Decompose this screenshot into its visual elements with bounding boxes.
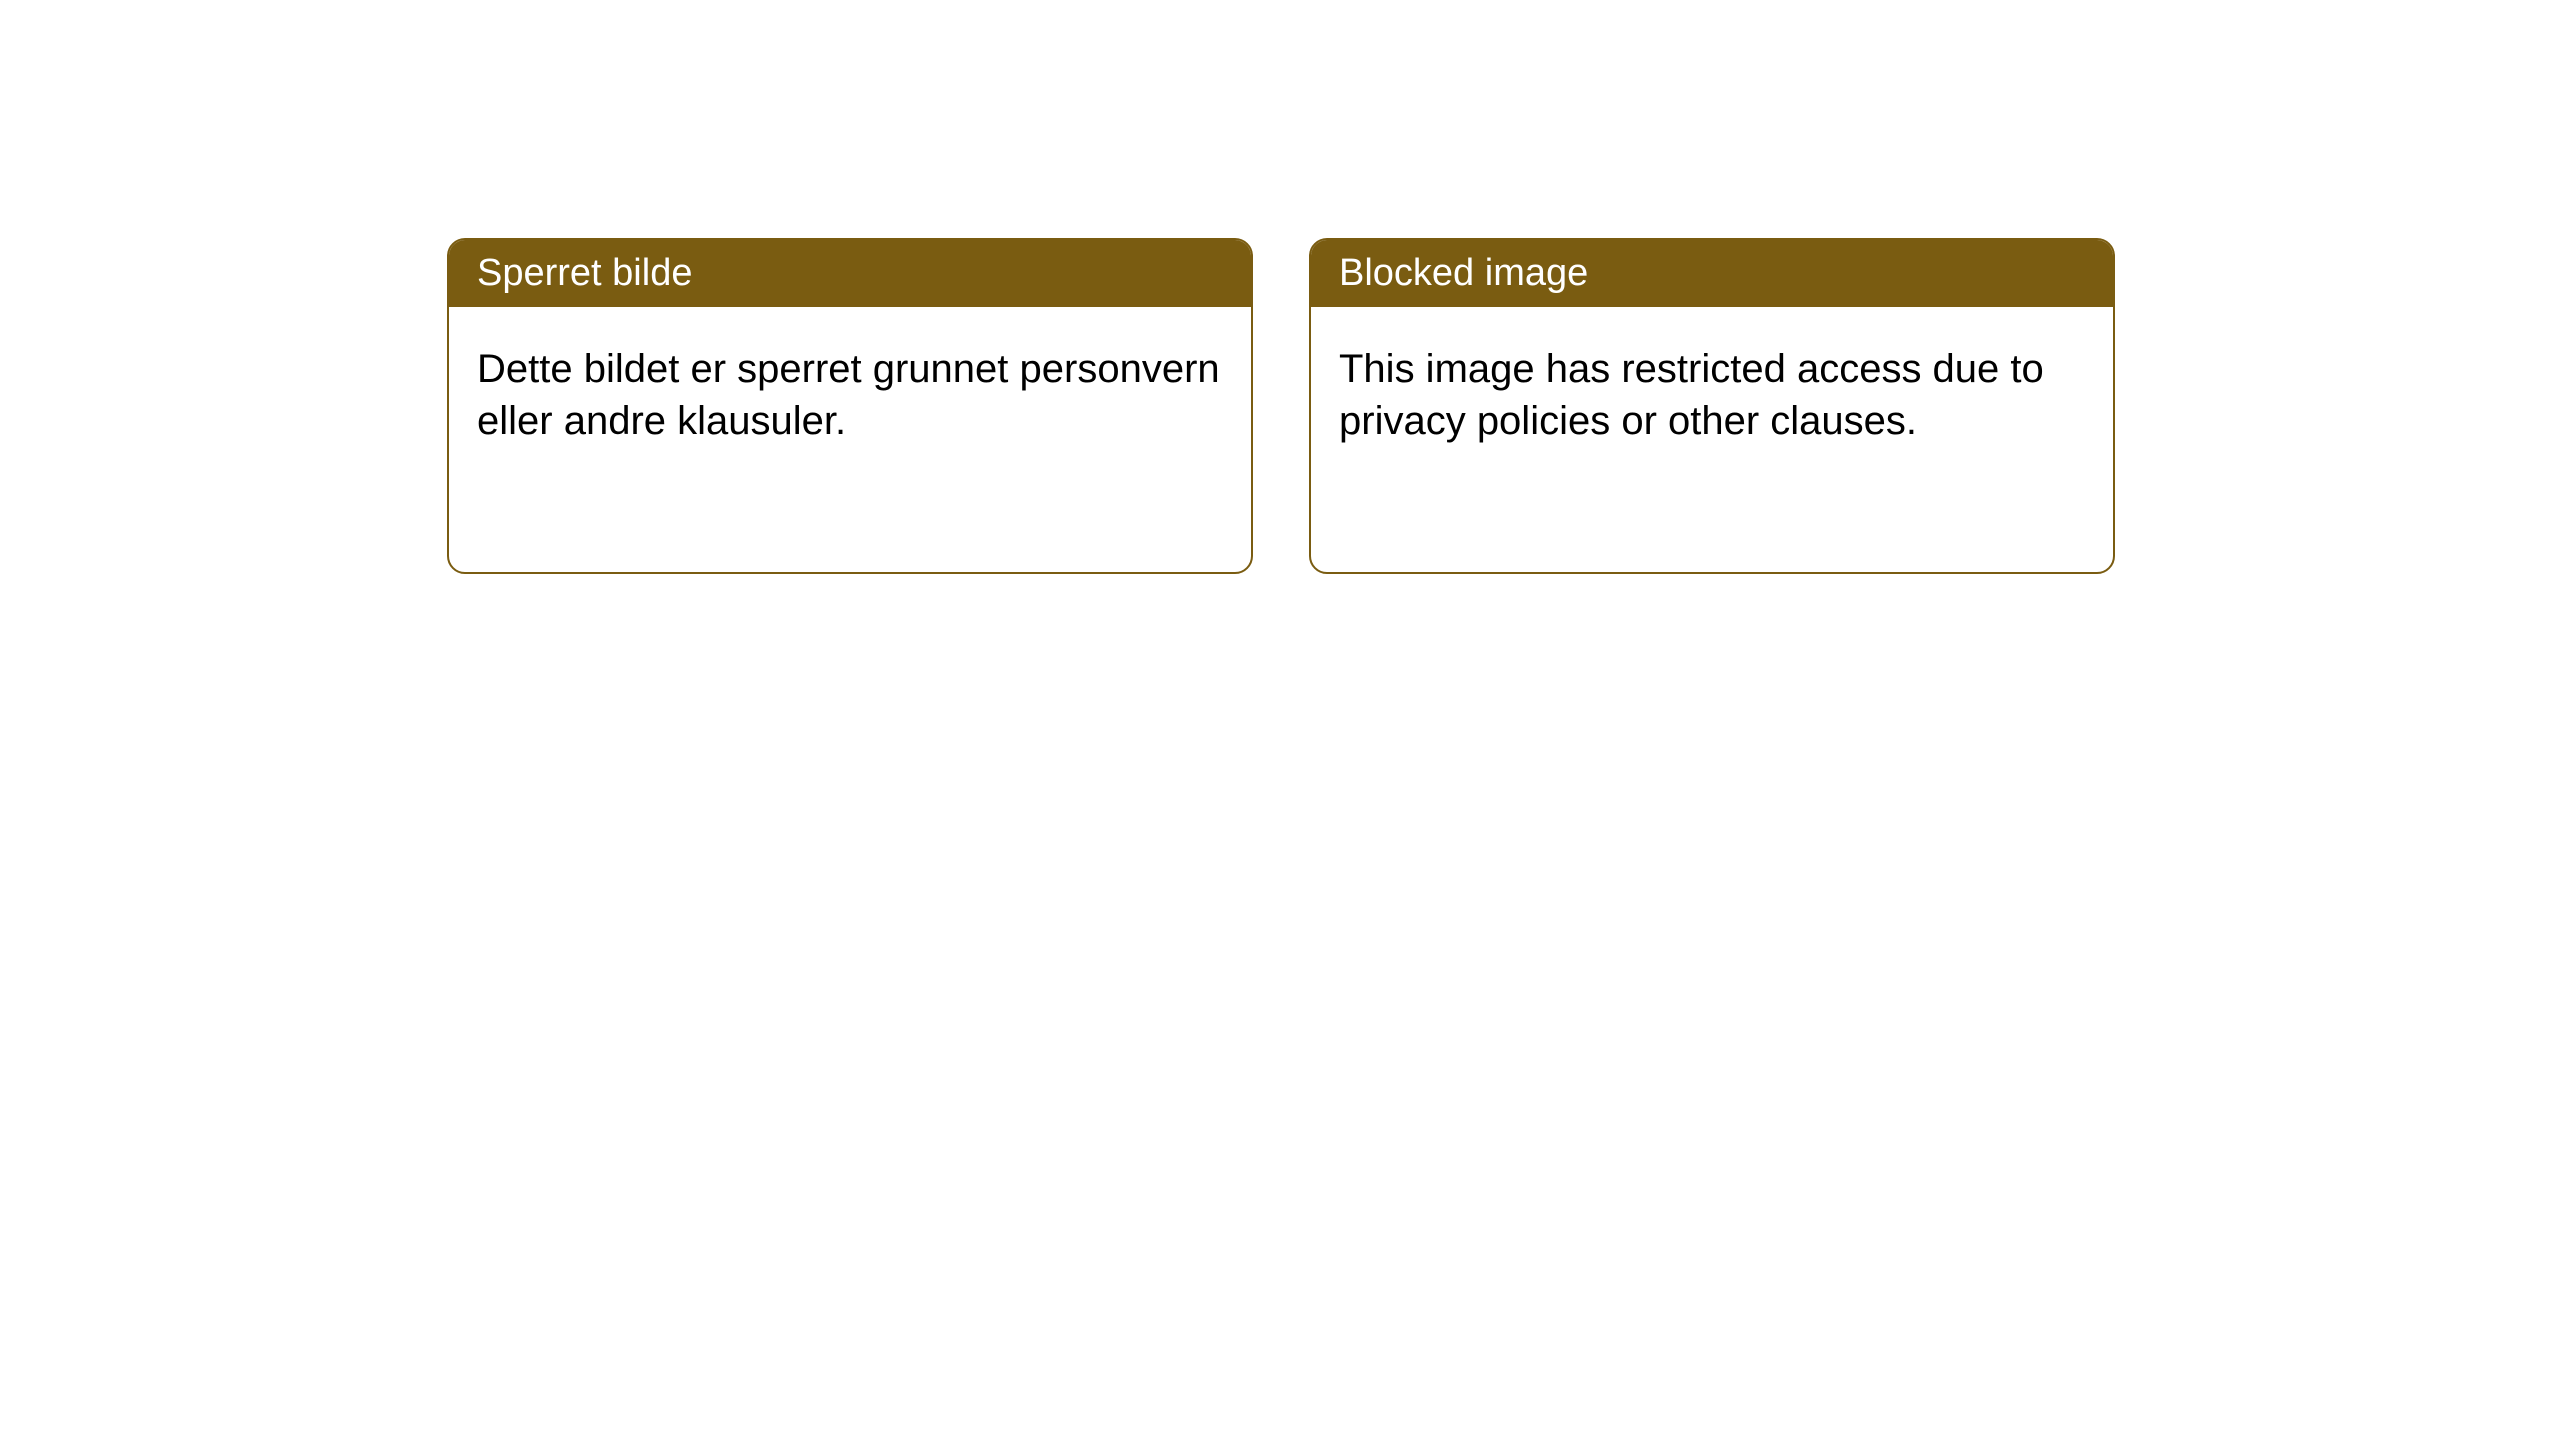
panel-title: Blocked image <box>1339 252 1588 294</box>
panel-body-text: This image has restricted access due to … <box>1339 347 2044 443</box>
panel-header: Sperret bilde <box>449 240 1251 307</box>
panel-header: Blocked image <box>1311 240 2113 307</box>
notice-container: Sperret bilde Dette bildet er sperret gr… <box>0 0 2560 574</box>
panel-body: Dette bildet er sperret grunnet personve… <box>449 307 1251 483</box>
panel-body: This image has restricted access due to … <box>1311 307 2113 483</box>
panel-title: Sperret bilde <box>477 252 692 294</box>
panel-body-text: Dette bildet er sperret grunnet personve… <box>477 347 1220 443</box>
notice-panel-norwegian: Sperret bilde Dette bildet er sperret gr… <box>447 238 1253 574</box>
notice-panel-english: Blocked image This image has restricted … <box>1309 238 2115 574</box>
